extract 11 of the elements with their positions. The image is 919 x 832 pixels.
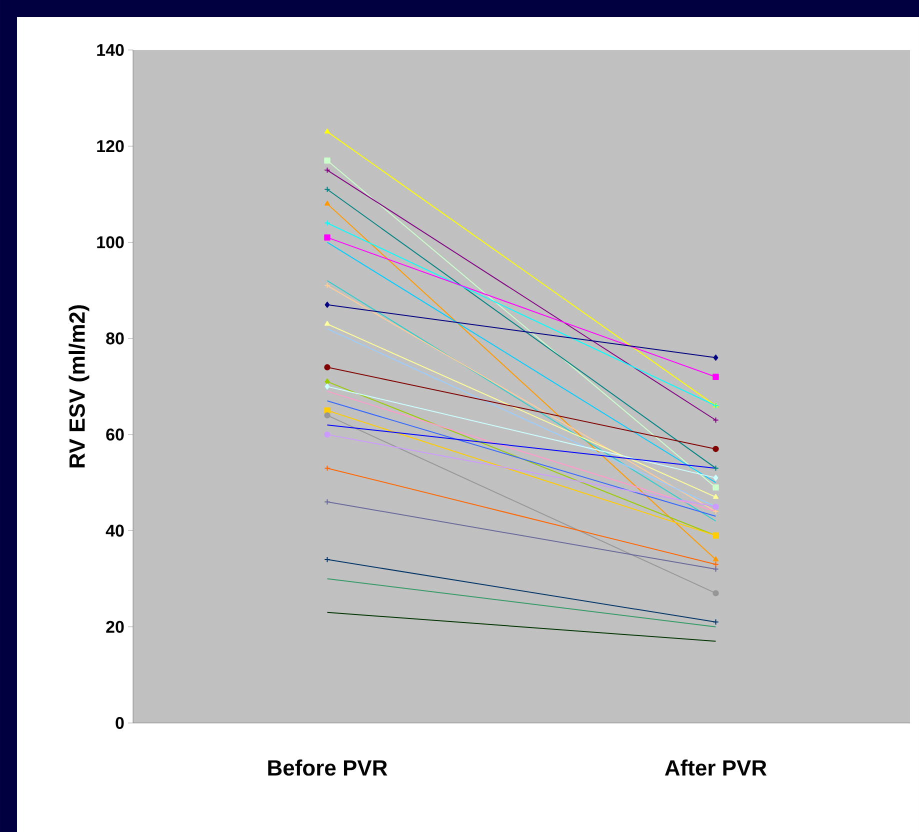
y-tick-label: 100: [97, 236, 124, 248]
y-tick-label: 120: [97, 140, 124, 152]
y-tick-label: 40: [106, 524, 124, 537]
y-tick-label: 20: [106, 620, 124, 633]
y-tick-label: 60: [106, 428, 124, 441]
x-tick-label: Before PVR: [268, 760, 388, 776]
y-tick-label: 0: [116, 716, 124, 730]
x-tick-label: After PVR: [664, 760, 767, 776]
y-axis-title: RV ESV (ml/m2): [68, 305, 90, 468]
y-tick-label: 140: [97, 44, 124, 56]
y-tick-label: 80: [106, 332, 124, 344]
